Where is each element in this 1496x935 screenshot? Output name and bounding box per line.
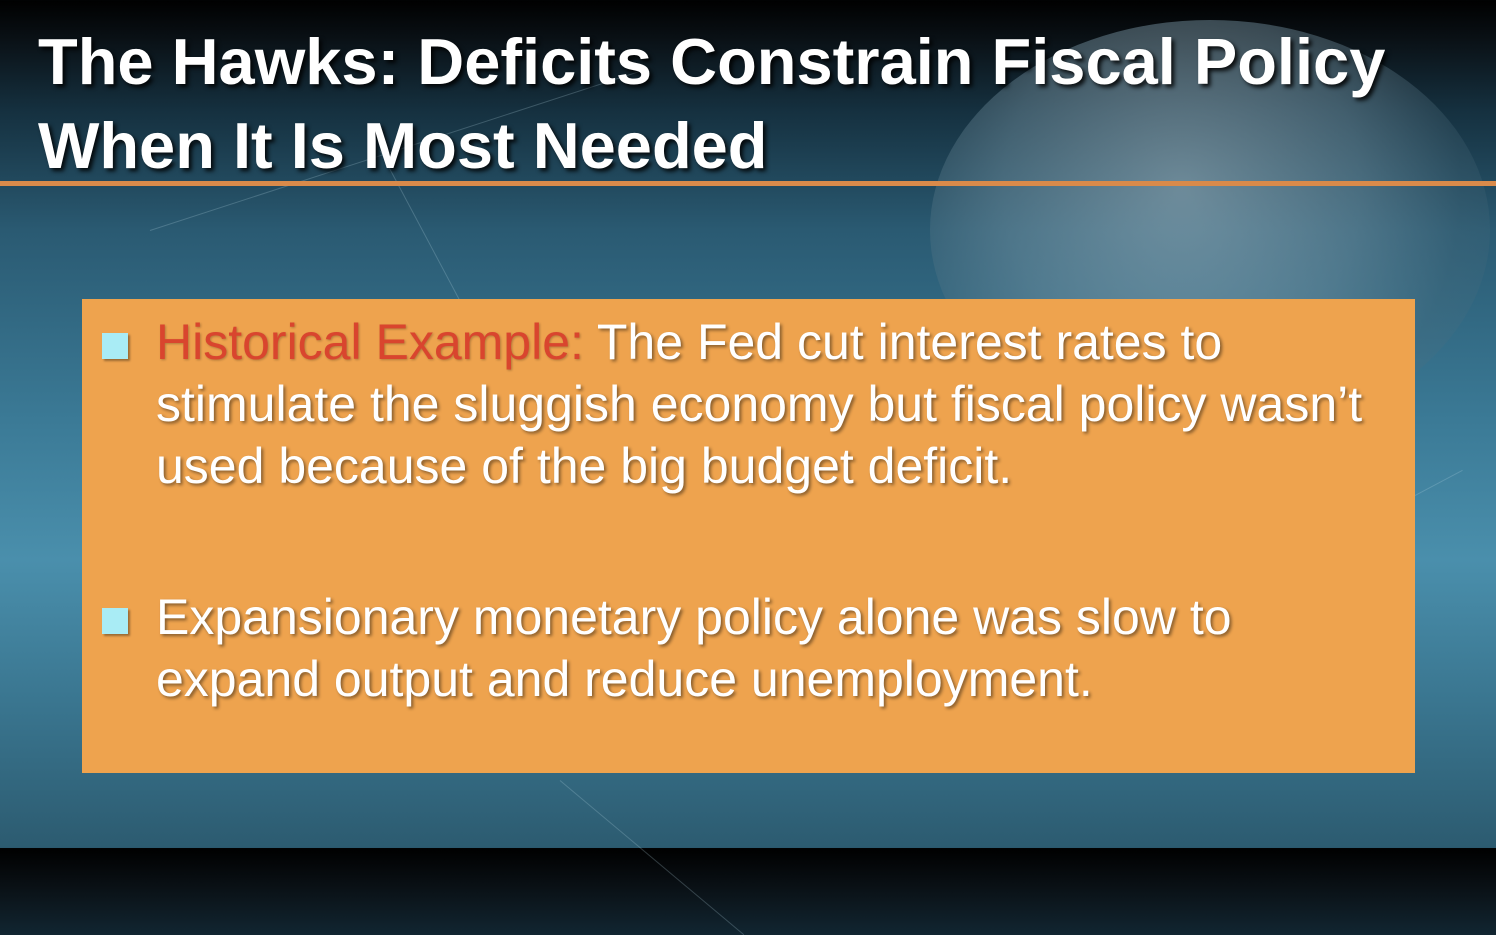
- square-bullet-icon: [102, 608, 128, 634]
- bullet-label: Historical Example:: [156, 314, 584, 370]
- bullet-text: The Fed cut interest rates to stimulate …: [156, 314, 1363, 494]
- title-divider: [0, 181, 1496, 186]
- slide-title: The Hawks: Deficits Constrain Fiscal Pol…: [38, 25, 1386, 182]
- content-box: Historical Example: The Fed cut interest…: [82, 299, 1415, 773]
- square-bullet-icon: [102, 333, 128, 359]
- bullet-item-expansionary-policy: Expansionary monetary policy alone was s…: [102, 586, 1396, 710]
- background-streak: [559, 780, 745, 935]
- bullet-item-historical-example: Historical Example: The Fed cut interest…: [102, 311, 1396, 497]
- bullet-text: Expansionary monetary policy alone was s…: [156, 589, 1232, 707]
